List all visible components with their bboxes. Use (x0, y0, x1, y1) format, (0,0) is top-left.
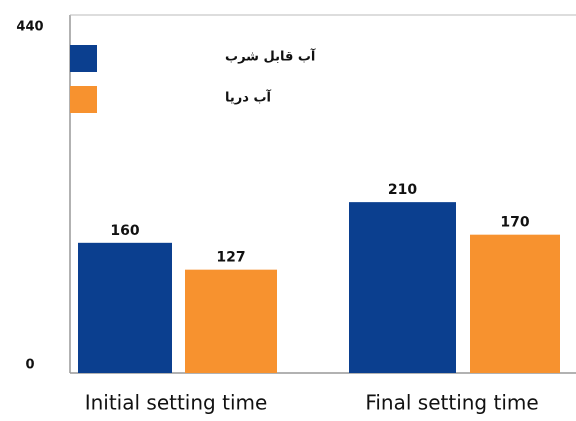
bar (349, 202, 456, 373)
legend-swatch (70, 45, 97, 72)
x-tick-label: Initial setting time (85, 391, 268, 415)
bar (185, 269, 277, 373)
bar (78, 242, 172, 373)
legend-label: آب قابل شرب (225, 48, 316, 65)
data-label: 170 (500, 215, 529, 231)
data-label: 210 (388, 182, 417, 198)
y-tick-label: 0 (25, 358, 34, 373)
data-label: 160 (110, 223, 139, 239)
legend-label: آب دریا (225, 89, 272, 106)
y-tick-label: 440 (16, 20, 43, 35)
x-tick-label: Final setting time (365, 391, 538, 415)
legend-swatch (70, 86, 97, 113)
bar (470, 234, 560, 373)
data-label: 127 (216, 250, 245, 266)
